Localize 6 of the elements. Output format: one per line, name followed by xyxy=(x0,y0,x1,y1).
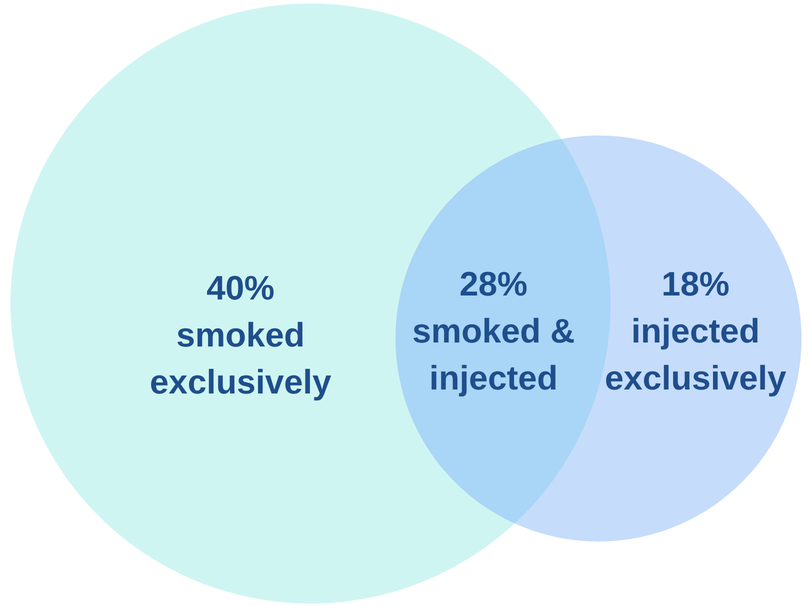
category-label: smoked exclusively xyxy=(150,316,332,402)
data-label: 28% xyxy=(459,266,528,304)
data-label: 18% xyxy=(661,266,730,304)
category-label: injected exclusively xyxy=(604,312,786,398)
category-label: smoked & injected xyxy=(412,312,575,398)
data-label: 40% xyxy=(206,270,275,308)
